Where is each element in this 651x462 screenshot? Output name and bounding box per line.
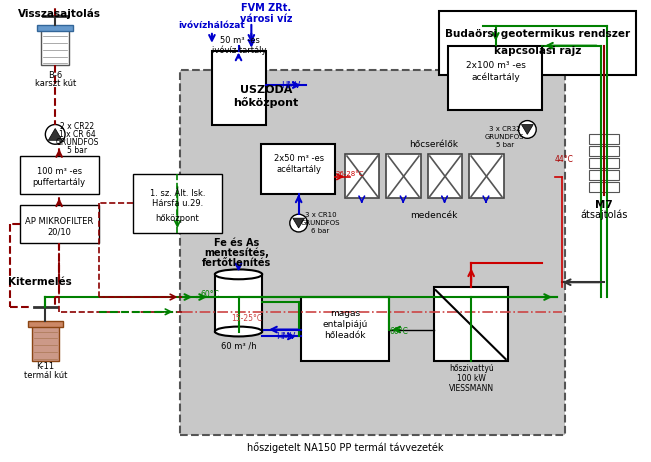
Text: Hársfa u.29.: Hársfa u.29. — [152, 199, 203, 208]
Text: M7: M7 — [596, 201, 613, 210]
Circle shape — [290, 214, 307, 232]
Text: magas: magas — [330, 309, 360, 318]
Text: termál kút: termál kút — [23, 371, 67, 380]
FancyBboxPatch shape — [387, 154, 421, 199]
Text: hőcserélők: hőcserélők — [409, 140, 458, 149]
FancyBboxPatch shape — [589, 134, 619, 144]
FancyBboxPatch shape — [428, 154, 462, 199]
Text: entalpiájú: entalpiájú — [322, 320, 368, 329]
Text: Kitermelés: Kitermelés — [8, 277, 72, 287]
Text: átsajtolás: átsajtolás — [581, 210, 628, 220]
FancyBboxPatch shape — [589, 170, 619, 180]
Circle shape — [46, 125, 65, 144]
Text: USZODA: USZODA — [240, 85, 292, 95]
FancyBboxPatch shape — [301, 297, 389, 361]
FancyBboxPatch shape — [212, 51, 266, 125]
Text: 60 m³ /h: 60 m³ /h — [221, 342, 256, 351]
FancyBboxPatch shape — [589, 182, 619, 192]
Text: 1 x CR 64: 1 x CR 64 — [59, 130, 95, 139]
Text: 2x100 m³ -es: 2x100 m³ -es — [466, 61, 526, 70]
Text: FVM ZRt.: FVM ZRt. — [241, 3, 291, 13]
Text: 44°C: 44°C — [555, 154, 574, 164]
FancyBboxPatch shape — [261, 144, 335, 194]
Text: 2x50 m³ -es: 2x50 m³ -es — [273, 153, 324, 163]
Text: 3 x CR10: 3 x CR10 — [305, 212, 336, 218]
FancyBboxPatch shape — [215, 274, 262, 332]
Text: 60°C: 60°C — [390, 327, 409, 336]
Ellipse shape — [215, 269, 262, 279]
Text: Fe és As: Fe és As — [214, 238, 259, 248]
Text: 100 m³ -es: 100 m³ -es — [36, 167, 82, 176]
FancyBboxPatch shape — [20, 205, 98, 243]
FancyBboxPatch shape — [42, 28, 69, 66]
Text: mentesítés,: mentesítés, — [204, 248, 269, 258]
FancyBboxPatch shape — [38, 25, 73, 31]
Text: fertőtlenítés: fertőtlenítés — [202, 257, 271, 267]
FancyBboxPatch shape — [345, 154, 380, 199]
FancyBboxPatch shape — [133, 174, 222, 233]
Text: HMV: HMV — [276, 332, 296, 341]
FancyBboxPatch shape — [589, 158, 619, 168]
FancyBboxPatch shape — [20, 156, 98, 194]
Text: kapcsolási rajz: kapcsolási rajz — [493, 45, 581, 56]
Text: HMV: HMV — [281, 80, 301, 90]
Text: medencék: medencék — [410, 211, 458, 220]
Bar — [180, 70, 565, 435]
Text: GRUNDFOS: GRUNDFOS — [55, 138, 98, 147]
Text: városi víz: városi víz — [240, 14, 292, 24]
Text: 100 kW: 100 kW — [457, 374, 486, 383]
Text: 5 bar: 5 bar — [495, 142, 514, 148]
Text: 3 x CR32: 3 x CR32 — [489, 127, 520, 133]
Polygon shape — [521, 125, 533, 134]
Polygon shape — [293, 218, 305, 228]
Text: acéltartály: acéltartály — [276, 164, 321, 174]
Text: GRUNDFOS: GRUNDFOS — [485, 134, 525, 140]
FancyBboxPatch shape — [27, 321, 63, 327]
Text: 60°C: 60°C — [201, 290, 219, 298]
Text: acéltartály: acéltartály — [471, 73, 520, 82]
FancyBboxPatch shape — [434, 287, 508, 361]
Text: GRUNDFOS: GRUNDFOS — [301, 220, 340, 226]
Text: B-6: B-6 — [48, 71, 62, 80]
Text: Visszasajtolás: Visszasajtolás — [18, 9, 101, 19]
Polygon shape — [48, 128, 62, 140]
Text: karszt kút: karszt kút — [35, 79, 76, 88]
FancyBboxPatch shape — [469, 154, 504, 199]
Text: 5 bar: 5 bar — [67, 146, 87, 155]
Text: hőközpont: hőközpont — [156, 213, 199, 223]
Text: 20/10: 20/10 — [48, 227, 71, 237]
Text: ivóvíz tartály: ivóvíz tartály — [212, 46, 267, 55]
Text: AP MIKROFILTER: AP MIKROFILTER — [25, 217, 93, 225]
Text: ivóvízhálózat: ivóvízhálózat — [178, 21, 245, 30]
Text: hőközpont: hőközpont — [234, 97, 299, 108]
FancyBboxPatch shape — [439, 11, 636, 75]
Text: 6 bar: 6 bar — [311, 228, 329, 234]
Text: 50 m³ -es: 50 m³ -es — [219, 36, 260, 45]
Text: 1. sz. Ált. Isk.: 1. sz. Ált. Isk. — [150, 189, 205, 198]
Text: hőszigetelt NA150 PP termál távvezeték: hőszigetelt NA150 PP termál távvezeték — [247, 442, 443, 453]
Circle shape — [518, 121, 536, 138]
Text: 26-28°C: 26-28°C — [336, 171, 364, 177]
Text: K-11: K-11 — [36, 361, 55, 371]
Ellipse shape — [215, 327, 262, 336]
Text: 2 x CR22: 2 x CR22 — [60, 122, 94, 131]
Text: hőszivattyú: hőszivattyú — [449, 365, 493, 373]
FancyBboxPatch shape — [589, 146, 619, 156]
FancyBboxPatch shape — [31, 323, 59, 361]
Text: 15-25°C: 15-25°C — [231, 314, 262, 323]
Text: puffertartály: puffertartály — [33, 178, 86, 187]
Text: hőleadók: hőleadók — [324, 331, 366, 340]
Text: VIESSMANN: VIESSMANN — [449, 384, 493, 393]
FancyBboxPatch shape — [449, 46, 542, 110]
Text: Budaörsi geotermikus rendszer: Budaörsi geotermikus rendszer — [445, 29, 630, 39]
